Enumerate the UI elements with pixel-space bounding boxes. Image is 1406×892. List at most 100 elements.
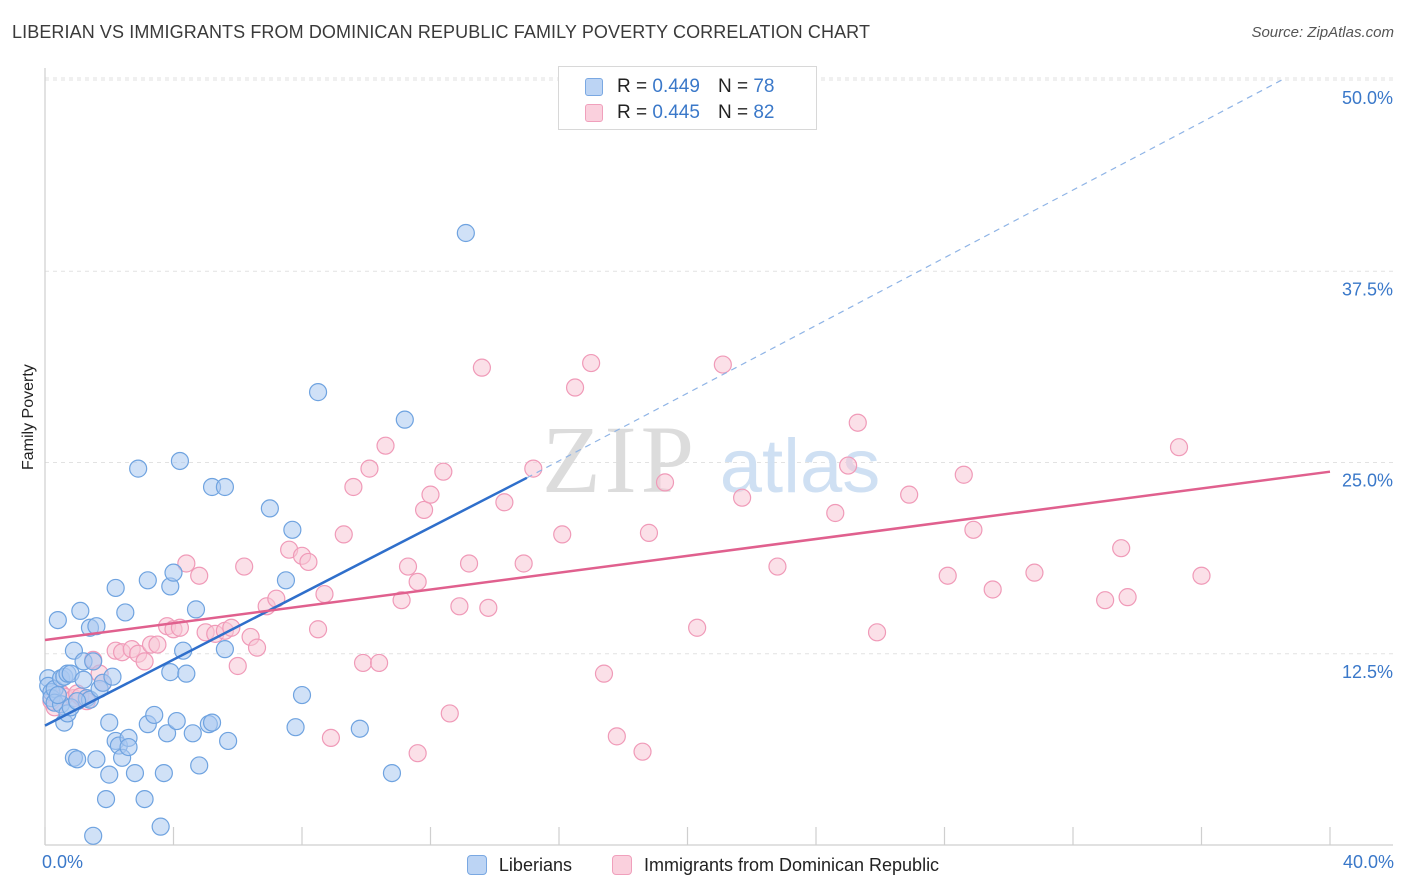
point-liberians-31 bbox=[100, 765, 119, 784]
point-liberians-45 bbox=[145, 705, 164, 725]
point-dominican-50 bbox=[421, 485, 440, 504]
point-liberians-52 bbox=[167, 711, 186, 731]
point-liberians-49 bbox=[161, 663, 180, 682]
point-dominican-54 bbox=[459, 554, 479, 573]
point-dominican-64 bbox=[607, 727, 626, 746]
point-dominican-83 bbox=[1112, 539, 1131, 558]
point-dominican-15 bbox=[135, 652, 154, 671]
point-dominican-84 bbox=[1118, 588, 1137, 607]
legend-row-dominican: R = 0.445 N = 82 bbox=[585, 101, 774, 125]
point-liberians-74 bbox=[202, 713, 222, 732]
legend-r-label: R = bbox=[617, 76, 648, 97]
legend-swatch-dominican bbox=[585, 104, 603, 122]
point-dominican-22 bbox=[190, 566, 209, 585]
legend-label-liberians: Liberians bbox=[498, 854, 572, 875]
point-liberians-26 bbox=[87, 750, 106, 769]
y-tick-label-0: 12.5% bbox=[1342, 662, 1393, 682]
point-liberians-42 bbox=[135, 789, 154, 809]
point-dominican-66 bbox=[639, 523, 659, 542]
legend-item-dominican[interactable]: Immigrants from Dominican Republic bbox=[611, 855, 939, 876]
legend-item-liberians[interactable]: Liberians bbox=[466, 854, 572, 876]
point-liberians-33 bbox=[103, 667, 122, 686]
point-dominican-48 bbox=[408, 744, 427, 763]
watermark: ZIP atlas bbox=[542, 406, 880, 513]
point-liberians-40 bbox=[125, 763, 145, 783]
legend-swatch-dominican bbox=[611, 855, 632, 875]
point-dominican-69 bbox=[713, 355, 732, 374]
point-dominican-78 bbox=[954, 465, 973, 484]
legend-n-label: N = bbox=[717, 102, 749, 123]
point-dominican-79 bbox=[964, 520, 983, 539]
point-liberians-61 bbox=[215, 477, 234, 497]
point-dominican-39 bbox=[334, 525, 353, 544]
point-dominican-27 bbox=[228, 656, 247, 676]
point-dominican-86 bbox=[1192, 566, 1211, 585]
point-liberians-53 bbox=[170, 451, 190, 471]
legend-row-liberians: R = 0.449 N = 78 bbox=[585, 75, 774, 99]
correlation-legend: R = 0.449 N = 78 R = 0.445 N = 82 bbox=[558, 66, 817, 130]
point-liberians-18 bbox=[71, 601, 90, 621]
point-liberians-76 bbox=[119, 737, 138, 757]
point-dominican-63 bbox=[594, 664, 614, 683]
point-dominican-76 bbox=[900, 485, 919, 504]
point-dominican-72 bbox=[826, 503, 845, 523]
point-dominican-28 bbox=[235, 557, 254, 576]
axes bbox=[44, 68, 1393, 846]
point-liberians-25 bbox=[84, 652, 103, 671]
point-dominican-75 bbox=[867, 623, 887, 642]
point-dominican-68 bbox=[688, 618, 707, 637]
legend-swatch-liberians bbox=[585, 78, 603, 96]
chart-source: Source: ZipAtlas.com bbox=[1251, 24, 1394, 41]
trend-lines bbox=[44, 79, 1331, 727]
point-dominican-58 bbox=[514, 554, 533, 573]
point-liberians-67 bbox=[286, 718, 305, 737]
point-liberians-68 bbox=[292, 685, 312, 705]
legend-n-value: 78 bbox=[753, 76, 775, 97]
point-liberians-65 bbox=[276, 571, 296, 590]
legend-r-value: 0.449 bbox=[652, 76, 700, 97]
point-dominican-21 bbox=[177, 554, 196, 573]
legend-swatch-liberians bbox=[466, 855, 487, 875]
point-liberians-47 bbox=[154, 763, 173, 783]
point-dominican-62 bbox=[582, 353, 601, 373]
point-dominican-41 bbox=[353, 653, 373, 673]
point-dominican-65 bbox=[633, 742, 652, 761]
point-dominican-44 bbox=[376, 436, 395, 455]
x-tick-label-min: 0.0% bbox=[42, 852, 84, 872]
legend-r-value: 0.445 bbox=[652, 102, 700, 123]
point-dominican-74 bbox=[848, 413, 867, 432]
y-tick-label-3: 50.0% bbox=[1342, 88, 1393, 108]
legend-n-label: N = bbox=[717, 76, 749, 97]
legend-r-label: R = bbox=[617, 102, 648, 123]
point-liberians-44 bbox=[138, 571, 157, 590]
point-liberians-41 bbox=[129, 459, 148, 478]
point-dominican-61 bbox=[565, 378, 585, 397]
point-liberians-48 bbox=[157, 724, 177, 743]
point-liberians-69 bbox=[308, 383, 328, 402]
point-dominican-81 bbox=[1025, 563, 1044, 582]
x-tick-label-max: 40.0% bbox=[1342, 852, 1394, 872]
point-liberians-56 bbox=[183, 724, 202, 743]
point-liberians-30 bbox=[96, 789, 116, 809]
point-dominican-17 bbox=[148, 635, 167, 654]
point-dominican-49 bbox=[414, 500, 434, 520]
point-liberians-55 bbox=[177, 664, 196, 683]
point-liberians-27 bbox=[87, 617, 106, 636]
point-liberians-58 bbox=[190, 756, 209, 775]
point-liberians-32 bbox=[100, 713, 119, 732]
point-liberians-57 bbox=[186, 600, 206, 619]
point-liberians-66 bbox=[283, 520, 302, 539]
point-dominican-77 bbox=[938, 566, 957, 585]
point-liberians-38 bbox=[116, 603, 135, 622]
point-liberians-34 bbox=[106, 578, 125, 598]
series-legend: Liberians Immigrants from Dominican Repu… bbox=[0, 852, 1406, 878]
point-dominican-53 bbox=[450, 597, 469, 616]
point-dominican-46 bbox=[398, 557, 418, 576]
point-liberians-70 bbox=[350, 719, 369, 738]
point-liberians-17 bbox=[68, 750, 87, 769]
point-dominican-71 bbox=[768, 557, 787, 576]
point-dominican-30 bbox=[247, 638, 267, 657]
point-dominican-67 bbox=[655, 473, 675, 492]
point-liberians-64 bbox=[260, 499, 279, 518]
